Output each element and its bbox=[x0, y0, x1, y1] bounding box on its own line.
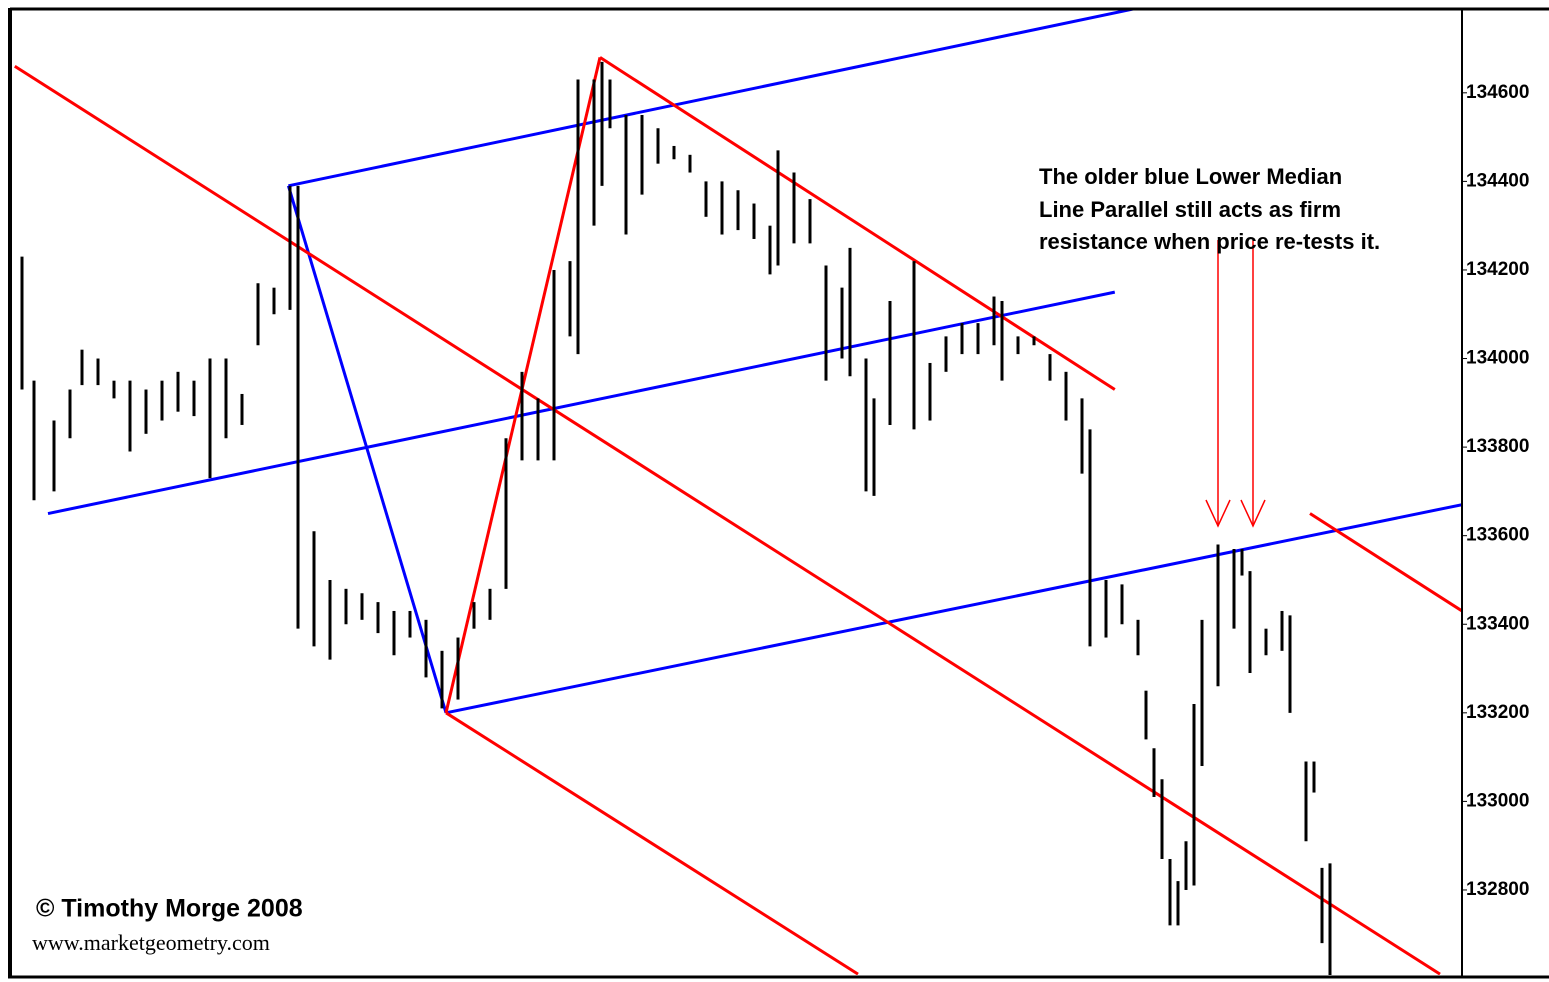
arrow-head bbox=[1240, 499, 1266, 528]
annotation-line: Line Parallel still acts as firm bbox=[1039, 197, 1341, 222]
y-tick-label: 134400 bbox=[1466, 170, 1529, 191]
y-tick-label: 133800 bbox=[1466, 436, 1529, 457]
annotation-line: resistance when price re-tests it. bbox=[1039, 229, 1380, 254]
arrow-head bbox=[1205, 499, 1231, 528]
y-tick-label: 133400 bbox=[1466, 613, 1529, 634]
pitchfork-line bbox=[13, 64, 1441, 975]
y-tick-label: 134000 bbox=[1466, 348, 1529, 369]
y-tick-label: 133200 bbox=[1466, 702, 1529, 723]
plot-area bbox=[13, 10, 1462, 975]
url: www.marketgeometry.com bbox=[32, 930, 270, 955]
y-tick-label: 134200 bbox=[1466, 259, 1529, 280]
pitchfork-line bbox=[288, 10, 1136, 188]
pitchfork-line bbox=[286, 185, 448, 714]
pitchfork-line bbox=[599, 56, 1116, 391]
credit: © Timothy Morge 2008 bbox=[36, 895, 303, 923]
y-tick-label: 133000 bbox=[1466, 790, 1529, 811]
y-tick-label: 134600 bbox=[1466, 82, 1529, 103]
pitchfork-line bbox=[445, 711, 859, 975]
arrows bbox=[1205, 240, 1266, 528]
annotation-line: The older blue Lower Median bbox=[1039, 164, 1342, 189]
y-tick-label: 132800 bbox=[1466, 879, 1529, 900]
pitchfork-line bbox=[47, 290, 1116, 516]
pitchfork-line bbox=[445, 503, 1462, 715]
y-tick-label: 133600 bbox=[1466, 525, 1529, 546]
pitchfork-line bbox=[1309, 512, 1462, 613]
